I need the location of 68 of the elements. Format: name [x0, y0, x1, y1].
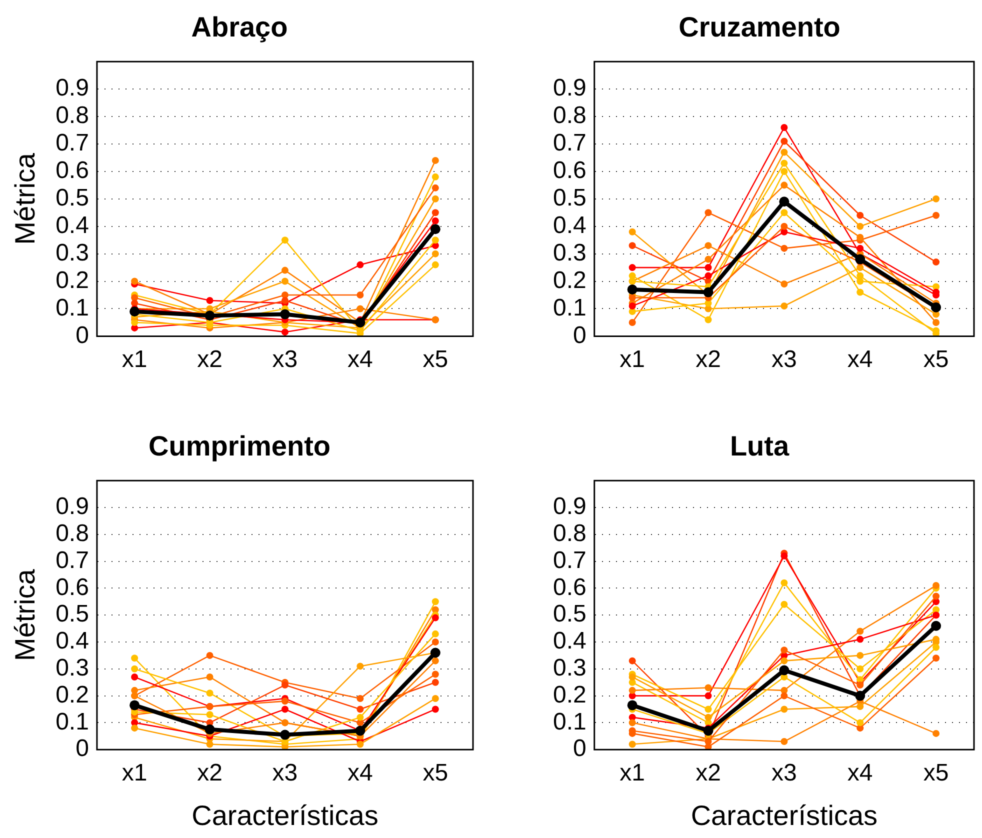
- x-tick-label: x1: [122, 346, 148, 374]
- y-tick-label: 0.9: [552, 74, 586, 102]
- y-tick-label: 0.6: [56, 574, 89, 601]
- y-axis-title: Métrica: [10, 568, 41, 661]
- x-tick-label: x2: [696, 346, 721, 374]
- x-tick-label: x3: [272, 346, 298, 374]
- x-tick-label: x2: [197, 760, 222, 787]
- x-tick-label: x2: [197, 346, 222, 374]
- y-tick-label: 0.8: [56, 102, 89, 130]
- x-axis-title: Características: [690, 800, 878, 831]
- y-tick-label: 0.8: [56, 520, 89, 548]
- x-tick-label: x4: [348, 346, 373, 374]
- x-tick-label: x3: [772, 760, 797, 787]
- y-tick-label: 0.5: [552, 184, 586, 212]
- x-tick-label: x3: [272, 760, 298, 787]
- y-tick-label: 0.6: [552, 157, 586, 184]
- y-tick-label: 0.9: [56, 74, 89, 102]
- y-tick-label: 0.1: [56, 294, 89, 322]
- x-axis-title: Características: [192, 800, 378, 831]
- y-tick-label: 0: [573, 322, 586, 349]
- y-tick-label: 0.3: [56, 239, 89, 266]
- y-tick-label: 0.1: [552, 294, 586, 322]
- x-tick-label: x4: [348, 760, 373, 787]
- y-tick-label: 0: [76, 322, 89, 349]
- x-tick-label: x4: [847, 346, 873, 374]
- y-tick-label: 0.2: [552, 681, 586, 708]
- x-tick-label: x1: [122, 760, 148, 787]
- y-tick-label: 0.3: [56, 654, 89, 682]
- y-tick-label: 0.7: [56, 130, 89, 157]
- x-tick-label: x2: [696, 760, 721, 787]
- x-tick-label: x5: [422, 346, 448, 374]
- y-tick-label: 0.9: [552, 493, 586, 520]
- chart-title: Cumprimento: [148, 430, 330, 462]
- y-tick-label: 0.7: [552, 546, 586, 574]
- x-tick-label: x5: [923, 346, 949, 374]
- y-tick-label: 0.8: [552, 520, 586, 548]
- x-tick-label: x3: [772, 346, 797, 374]
- chart-title: Cruzamento: [678, 12, 840, 43]
- y-tick-label: 0.7: [56, 546, 89, 574]
- x-tick-label: x5: [923, 760, 949, 787]
- y-tick-label: 0.5: [56, 184, 89, 212]
- y-tick-label: 0.6: [56, 157, 89, 184]
- y-tick-label: 0.4: [56, 212, 89, 239]
- y-tick-label: 0.6: [552, 574, 586, 601]
- y-tick-label: 0.2: [552, 266, 586, 294]
- y-tick-label: 0.8: [552, 102, 586, 130]
- y-tick-label: 0: [573, 735, 586, 762]
- x-tick-label: x5: [422, 760, 448, 787]
- y-tick-label: 0.2: [56, 266, 89, 294]
- y-tick-label: 0.1: [56, 708, 89, 736]
- y-tick-label: 0.3: [552, 239, 586, 266]
- y-tick-label: 0.2: [56, 681, 89, 708]
- y-tick-label: 0.5: [552, 600, 586, 628]
- y-axis-title: Métrica: [10, 152, 41, 245]
- y-tick-label: 0.4: [552, 212, 586, 239]
- y-tick-label: 0.4: [552, 628, 586, 655]
- chart-title: Abraço: [191, 12, 288, 43]
- y-tick-label: 0.9: [56, 493, 89, 520]
- y-tick-label: 0.1: [552, 708, 586, 736]
- x-tick-label: x1: [620, 760, 646, 787]
- x-tick-label: x1: [620, 346, 646, 374]
- x-tick-label: x4: [847, 760, 873, 787]
- y-tick-label: 0.4: [56, 628, 89, 655]
- y-tick-label: 0: [76, 735, 89, 762]
- y-tick-label: 0.3: [552, 654, 586, 682]
- y-tick-label: 0.5: [56, 600, 89, 628]
- chart-title: Luta: [730, 430, 790, 462]
- y-tick-label: 0.7: [552, 130, 586, 157]
